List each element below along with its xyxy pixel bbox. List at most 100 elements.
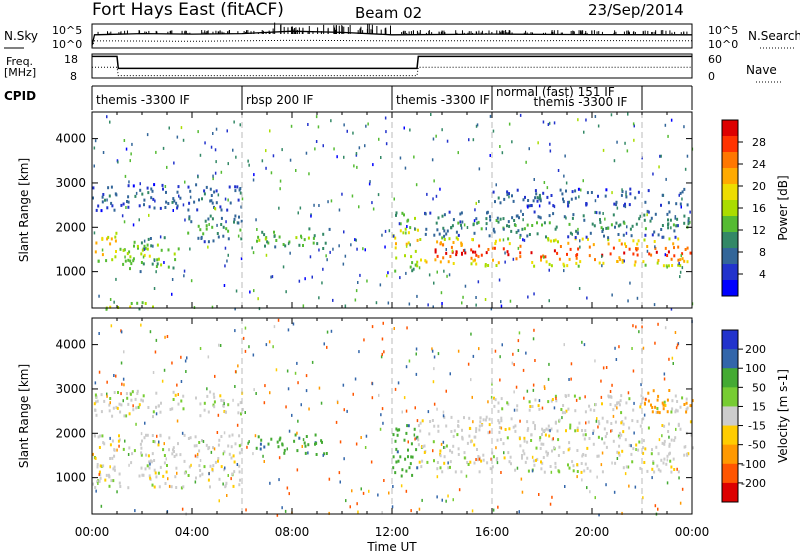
scatter-cell: [115, 405, 118, 409]
y-tick-label: 1000: [55, 265, 86, 279]
scatter-cell: [582, 433, 585, 437]
scatter-cell: [456, 433, 459, 437]
scatter-cell: [452, 444, 455, 448]
scatter-cell: [245, 508, 247, 512]
scatter-cell: [272, 154, 275, 158]
scatter-cell: [477, 220, 480, 224]
scatter-cell: [632, 324, 634, 328]
scatter-cell: [561, 192, 564, 196]
scatter-cell: [407, 448, 409, 452]
scatter-cell: [607, 236, 610, 240]
scatter-cell: [216, 431, 219, 434]
scatter-cell: [392, 466, 395, 470]
scatter-cell: [184, 180, 186, 184]
scatter-cell: [666, 458, 669, 462]
cpid-segment-label: normal (fast) 151 IF: [496, 85, 615, 99]
scatter-cell: [237, 403, 240, 407]
scatter-cell: [321, 281, 323, 285]
scatter-cell: [579, 260, 582, 264]
scatter-cell: [616, 406, 618, 410]
scatter-cell: [476, 448, 478, 451]
scatter-cell: [597, 420, 600, 423]
scatter-cell: [279, 436, 282, 440]
scatter-cell: [164, 206, 167, 209]
scatter-cell: [677, 258, 680, 262]
scatter-cell: [631, 347, 633, 350]
scatter-cell: [642, 417, 645, 421]
scatter-cell: [360, 487, 362, 491]
scatter-cell: [629, 187, 632, 191]
scatter-cell: [220, 435, 223, 438]
scatter-cell: [603, 234, 605, 238]
scatter-cell: [633, 401, 635, 405]
scatter-cell: [568, 257, 571, 261]
scatter-cell: [223, 410, 226, 413]
scatter-cell: [378, 137, 380, 141]
scatter-cell: [383, 479, 385, 482]
scatter-cell: [451, 450, 454, 454]
scatter-cell: [488, 234, 491, 238]
scatter-cell: [413, 155, 415, 159]
scatter-cell: [211, 467, 214, 471]
scatter-cell: [535, 446, 538, 450]
scatter-cell: [256, 239, 258, 243]
scatter-cell: [155, 338, 158, 342]
scatter-cell: [668, 210, 671, 214]
scatter-cell: [474, 250, 477, 254]
scatter-cell: [581, 340, 583, 344]
scatter-cell: [311, 360, 314, 364]
scatter-cell: [624, 205, 627, 209]
scatter-cell: [614, 346, 616, 350]
scatter-cell: [636, 247, 639, 251]
scatter-cell: [195, 476, 197, 480]
scatter-cell: [252, 452, 254, 456]
scatter-cell: [142, 394, 145, 398]
scatter-cell: [417, 228, 419, 232]
velocity-colorbar-label: Velocity [m s-1]: [776, 369, 790, 463]
scatter-cell: [493, 396, 495, 400]
scatter-cell: [644, 233, 647, 237]
scatter-cell: [461, 428, 463, 432]
scatter-cell: [632, 369, 635, 373]
scatter-cell: [411, 269, 414, 273]
scatter-cell: [106, 394, 108, 398]
scatter-cell: [579, 239, 581, 243]
scatter-cell: [624, 416, 627, 420]
colorbar-swatch: [722, 200, 738, 217]
scatter-cell: [526, 389, 529, 393]
scatter-cell: [576, 231, 579, 235]
scatter-cell: [138, 218, 140, 222]
scatter-cell: [408, 466, 411, 470]
scatter-cell: [536, 199, 539, 203]
scatter-cell: [98, 470, 101, 474]
colorbar-swatch: [722, 264, 738, 281]
scatter-cell: [127, 195, 130, 199]
scatter-cell: [304, 277, 306, 281]
scatter-cell: [128, 412, 131, 416]
scatter-cell: [154, 350, 157, 354]
scatter-cell: [663, 377, 666, 381]
scatter-cell: [165, 200, 168, 204]
scatter-cell: [203, 240, 206, 244]
scatter-cell: [618, 256, 621, 260]
scatter-cell: [127, 402, 130, 406]
scatter-cell: [211, 201, 214, 205]
colorbar-swatch: [722, 368, 738, 388]
scatter-cell: [539, 216, 542, 220]
scatter-cell: [515, 257, 518, 261]
scatter-cell: [417, 443, 420, 447]
scatter-cell: [207, 245, 209, 249]
scatter-cell: [244, 411, 246, 414]
scatter-cell: [625, 231, 628, 235]
scatter-cell: [642, 451, 645, 455]
scatter-cell: [469, 460, 472, 464]
scatter-cell: [631, 224, 634, 228]
scatter-cell: [691, 446, 694, 450]
scatter-cell: [323, 452, 326, 456]
scatter-cell: [474, 258, 476, 262]
scatter-cell: [323, 342, 325, 346]
scatter-cell: [594, 115, 597, 118]
scatter-cell: [167, 477, 169, 481]
scatter-cell: [187, 437, 190, 440]
